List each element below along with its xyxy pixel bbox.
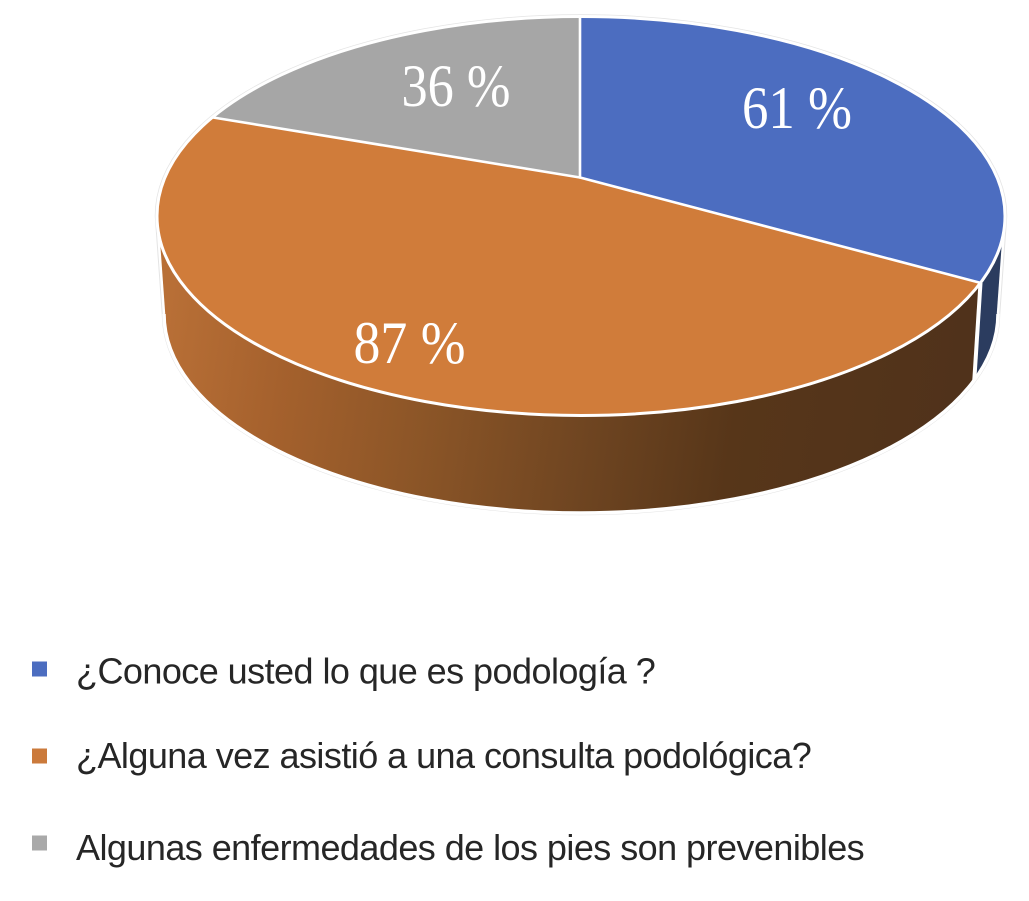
- svg-text:¿Alguna vez asistió a una cons: ¿Alguna vez asistió a una consulta podol…: [76, 735, 811, 776]
- svg-text:36 %: 36 %: [402, 53, 511, 119]
- svg-text:Algunas enfermedades de los pi: Algunas enfermedades de los pies son pre…: [76, 827, 864, 868]
- svg-text:61 %: 61 %: [742, 75, 852, 141]
- svg-text:87 %: 87 %: [354, 310, 466, 376]
- svg-text:¿Conoce usted lo que es podolo: ¿Conoce usted lo que es podología ?: [76, 651, 655, 692]
